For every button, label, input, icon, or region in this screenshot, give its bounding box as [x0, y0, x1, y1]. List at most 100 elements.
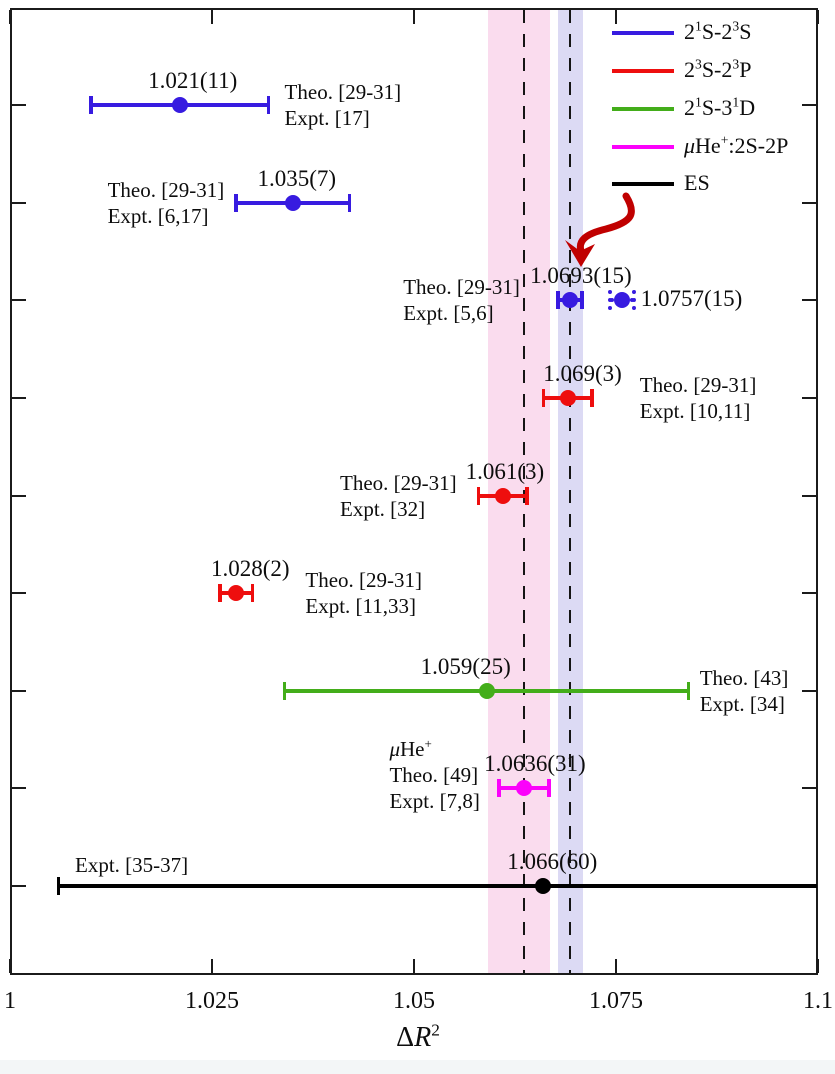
errorbar-cap	[686, 682, 691, 700]
x-tick-label: 1	[4, 988, 16, 1014]
legend-swatch-1	[612, 31, 674, 35]
x-tick-bottom	[210, 959, 214, 973]
y-tick-right	[802, 786, 816, 790]
y-tick-left	[12, 884, 26, 888]
x-tick-label: 1.025	[185, 988, 239, 1014]
errorbar-cap	[541, 389, 546, 407]
errorbar-cap	[547, 779, 551, 797]
x-tick-bottom	[8, 959, 12, 973]
x-axis-label: ΔR2	[396, 1020, 440, 1054]
errorbar-cap	[580, 291, 584, 309]
errorbar-marker	[535, 878, 552, 894]
y-tick-right	[802, 201, 816, 205]
y-tick-left	[12, 591, 26, 595]
y-tick-left	[12, 689, 26, 693]
errorbar-dotted-cap	[631, 290, 636, 310]
errorbar-cap	[497, 779, 501, 797]
legend-swatch-5	[612, 182, 674, 186]
y-tick-left	[12, 298, 26, 302]
x-tick-top	[614, 10, 618, 24]
x-tick-bottom	[816, 959, 820, 973]
value-label: 1.066(60)	[507, 849, 598, 874]
errorbar-cap	[218, 584, 222, 602]
errorbar-cap	[56, 877, 61, 895]
ref-label: Theo. [29-31] Expt. [5,6]	[403, 275, 520, 325]
y-tick-left	[12, 201, 26, 205]
value-label: 1.0757(15)	[640, 286, 743, 311]
ref-label: Expt. [35-37]	[75, 853, 189, 877]
errorbar-marker	[478, 683, 495, 699]
y-tick-right	[802, 689, 816, 693]
errorbar-marker	[284, 195, 301, 211]
errorbar-cap	[476, 487, 481, 505]
x-tick-bottom	[412, 959, 416, 973]
x-tick-top	[8, 10, 12, 24]
ref-label: Theo. [29-31] Expt. [6,17]	[107, 178, 225, 228]
errorbar-marker	[559, 390, 576, 406]
errorbar-dotted-marker	[613, 292, 630, 308]
ref-label: μHe+ Theo. [49] Expt. [7,8]	[389, 736, 480, 813]
legend-label-4: μHe+:2S-2P	[684, 132, 789, 158]
errorbar-marker	[561, 292, 578, 308]
errorbar-cap	[282, 682, 287, 700]
value-label: 1.0636(31)	[484, 751, 586, 776]
y-tick-right	[802, 494, 816, 498]
value-label: 1.059(25)	[420, 654, 511, 679]
x-axis-label-prefix: Δ	[396, 1022, 415, 1053]
annotation-arrow-tail	[576, 192, 635, 255]
ref-label: Theo. [43] Expt. [34]	[699, 666, 789, 716]
value-label: 1.0693(15)	[530, 263, 632, 288]
y-tick-right	[802, 103, 816, 107]
errorbar-marker	[228, 585, 245, 601]
legend-label-1: 21S-23S	[684, 18, 752, 44]
value-label: 1.061(3)	[465, 459, 545, 484]
errorbar-marker	[515, 780, 532, 796]
ref-label: Theo. [29-31] Expt. [32]	[340, 471, 457, 521]
ref-label: Theo. [29-31] Expt. [11,33]	[305, 568, 423, 618]
y-tick-right	[802, 591, 816, 595]
y-tick-right	[802, 298, 816, 302]
reference-dashed-line	[522, 10, 526, 973]
value-label: 1.035(7)	[257, 166, 337, 191]
ref-label: Theo. [29-31] Expt. [17]	[284, 80, 402, 130]
errorbar-cap	[266, 96, 271, 114]
page-edge	[0, 1060, 835, 1074]
y-tick-left	[12, 103, 26, 107]
x-axis-label-superscript: 2	[431, 1020, 440, 1040]
y-tick-left	[12, 396, 26, 400]
errorbar-cap	[89, 96, 93, 114]
legend-swatch-4	[612, 145, 674, 149]
value-label: 1.069(3)	[543, 361, 622, 386]
errorbar-cap	[250, 584, 255, 602]
x-tick-top	[816, 10, 820, 24]
x-tick-top	[412, 10, 416, 24]
errorbar-marker	[494, 488, 511, 504]
errorbar-cap	[556, 291, 560, 309]
x-tick-label: 1.075	[589, 988, 643, 1014]
x-tick-label: 1.05	[393, 988, 435, 1014]
legend-swatch-2	[612, 69, 674, 73]
errorbar-dotted-cap	[607, 290, 612, 310]
x-tick-top	[210, 10, 214, 24]
legend-label-3: 21S-31D	[684, 94, 756, 120]
errorbar	[58, 884, 817, 888]
x-tick-bottom	[614, 959, 618, 973]
legend-swatch-3	[612, 107, 674, 111]
errorbar-cap	[590, 389, 594, 407]
y-tick-left	[12, 494, 26, 498]
ref-label: Theo. [29-31] Expt. [10,11]	[639, 373, 757, 423]
x-axis-label-variable: R	[414, 1022, 432, 1053]
value-label: 1.021(11)	[148, 68, 238, 93]
errorbar-marker	[171, 97, 188, 113]
x-tick-label: 1.1	[803, 988, 833, 1014]
reference-dashed-line	[568, 10, 572, 973]
legend-label-5: ES	[684, 170, 710, 195]
legend-label-2: 23S-23P	[684, 56, 752, 82]
y-tick-right	[802, 396, 816, 400]
y-tick-left	[12, 786, 26, 790]
value-label: 1.028(2)	[210, 556, 290, 581]
errorbar-cap	[234, 194, 238, 212]
errorbar-cap	[525, 487, 529, 505]
